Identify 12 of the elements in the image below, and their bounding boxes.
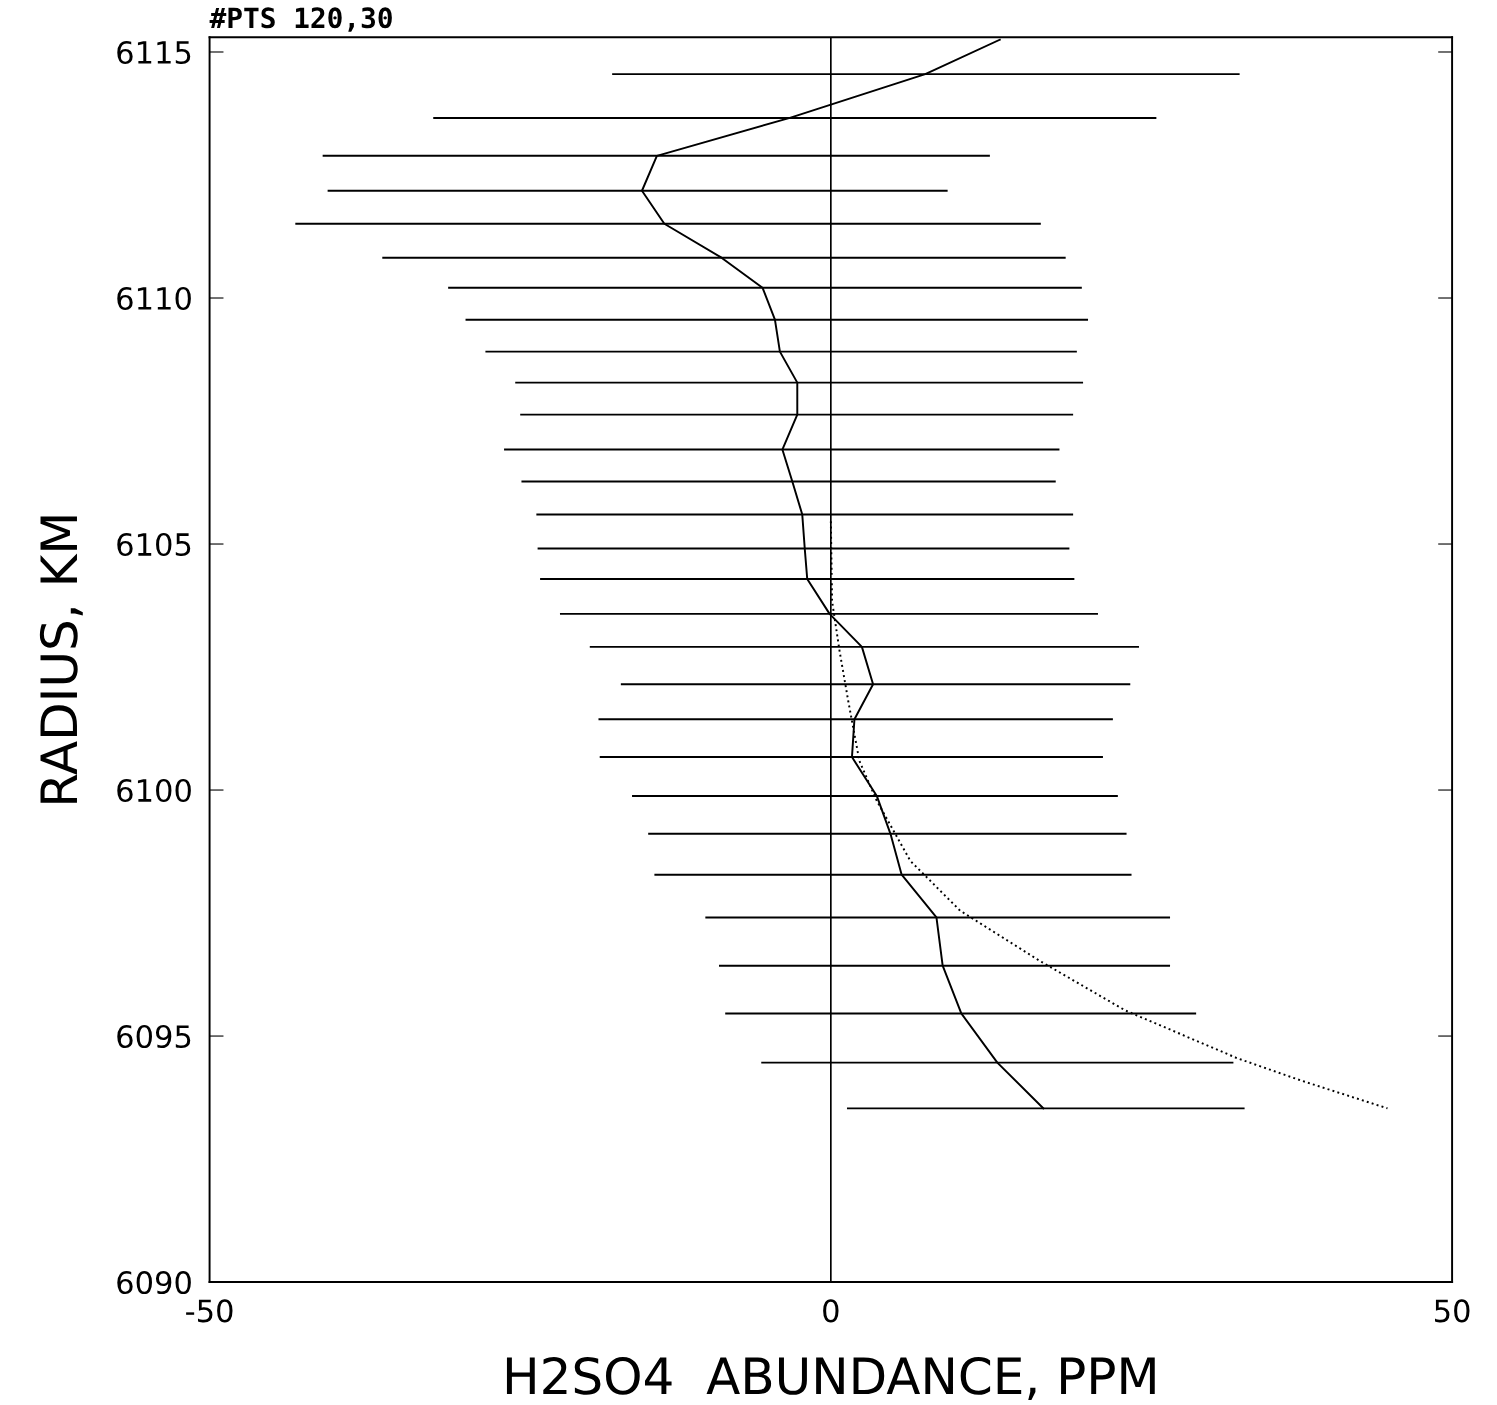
y-tick-label: 6100 (117, 778, 191, 803)
y-tick-label: 6090 (117, 1270, 191, 1295)
y-tick-label: 6110 (117, 286, 191, 311)
y-tick-label: 6105 (117, 532, 191, 557)
x-tick-label: -50 (186, 1299, 233, 1323)
x-axis-title: H2SO4 ABUNDANCE, PPM (506, 1356, 1155, 1400)
y-tick-label: 6115 (117, 40, 191, 65)
y-tick-label: 6095 (117, 1024, 191, 1049)
x-tick-label: 50 (1435, 1299, 1470, 1323)
y-axis-title: RADIUS, KM (39, 516, 83, 803)
x-tick-label: 0 (823, 1299, 839, 1323)
text: #PTS 120,30 (209, 7, 392, 32)
